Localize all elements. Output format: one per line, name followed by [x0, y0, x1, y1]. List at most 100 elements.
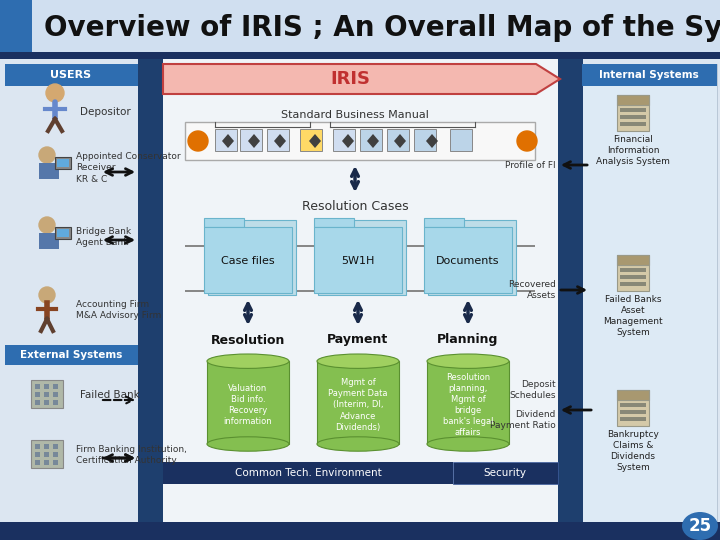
Bar [453, 462, 558, 484]
Bar [31, 380, 63, 408]
Bar [185, 122, 535, 160]
Text: Security: Security [484, 468, 526, 478]
Bar [57, 229, 69, 237]
Bar [617, 95, 649, 105]
Text: Financial
Information
Analysis System: Financial Information Analysis System [596, 135, 670, 166]
Bar [0, 0, 720, 52]
Bar [44, 384, 49, 389]
Bar [314, 218, 354, 227]
Text: Firm Banking Institution,
Certification Authority: Firm Banking Institution, Certification … [76, 444, 187, 465]
Polygon shape [309, 134, 321, 148]
Text: Mgmt of
Payment Data
(Interim, DI,
Advance
Dividends): Mgmt of Payment Data (Interim, DI, Advan… [328, 379, 388, 431]
Polygon shape [342, 134, 354, 148]
Bar [450, 129, 472, 151]
Text: Resolution
planning,
Mgmt of
bridge
bank's legal
affairs: Resolution planning, Mgmt of bridge bank… [443, 373, 493, 437]
Bar [208, 220, 296, 295]
Bar [620, 108, 646, 112]
Text: Documents: Documents [436, 256, 500, 267]
Text: Dividend
Payment Ratio: Dividend Payment Ratio [490, 410, 556, 430]
Polygon shape [426, 134, 438, 148]
Bar [53, 460, 58, 465]
Bar [317, 361, 399, 444]
Text: Overview of IRIS ; An Overall Map of the System: Overview of IRIS ; An Overall Map of the… [44, 14, 720, 42]
Bar [53, 384, 58, 389]
Bar [427, 361, 509, 444]
Bar [44, 452, 49, 457]
Bar [300, 129, 322, 151]
Bar [44, 392, 49, 397]
Bar [617, 390, 649, 426]
Bar [53, 452, 58, 457]
Circle shape [39, 147, 55, 163]
Bar [53, 392, 58, 397]
Text: External Systems: External Systems [20, 350, 122, 360]
Bar [620, 417, 646, 421]
Text: Failed Banks
Asset
Management
System: Failed Banks Asset Management System [603, 295, 663, 338]
Polygon shape [580, 0, 720, 52]
Polygon shape [394, 134, 406, 148]
Bar [414, 129, 436, 151]
Polygon shape [222, 134, 234, 148]
Bar [582, 64, 717, 86]
Bar [44, 400, 49, 405]
Text: Deposit
Schedules: Deposit Schedules [510, 380, 556, 400]
Text: Bridge Bank
Agent Bank: Bridge Bank Agent Bank [76, 227, 131, 247]
Bar [0, 52, 720, 59]
Ellipse shape [317, 354, 399, 368]
Ellipse shape [682, 512, 718, 540]
Bar [240, 129, 262, 151]
Bar [207, 361, 289, 444]
Text: Internal Systems: Internal Systems [599, 70, 699, 80]
Text: Profile of FI: Profile of FI [505, 160, 556, 170]
Text: Recovered
Assets: Recovered Assets [508, 280, 556, 300]
Bar [424, 227, 512, 293]
Bar [620, 268, 646, 272]
Bar [0, 59, 720, 540]
Bar [35, 384, 40, 389]
Bar [617, 390, 649, 400]
Text: Appointed Conservator
Receiver
KR & C: Appointed Conservator Receiver KR & C [76, 152, 181, 184]
Bar [55, 227, 71, 239]
Bar [215, 129, 237, 151]
Bar [35, 460, 40, 465]
Circle shape [46, 84, 64, 102]
Bar [333, 129, 355, 151]
Bar [360, 129, 382, 151]
Text: IRIS: IRIS [330, 70, 370, 88]
Text: 5W1H: 5W1H [341, 256, 374, 267]
Bar [428, 220, 516, 295]
Bar [558, 59, 583, 532]
Bar [53, 400, 58, 405]
Bar [620, 122, 646, 126]
Text: Valuation
Bid info.
Recovery
information: Valuation Bid info. Recovery information [224, 384, 272, 426]
Circle shape [39, 287, 55, 303]
Bar [35, 452, 40, 457]
Bar [163, 59, 558, 532]
Text: Case files: Case files [221, 256, 275, 267]
Text: Planning: Planning [437, 334, 499, 347]
Bar [387, 129, 409, 151]
Bar [0, 522, 720, 540]
Bar [0, 0, 32, 52]
Text: Resolution: Resolution [211, 334, 285, 347]
Bar [163, 462, 453, 484]
Bar [185, 290, 535, 292]
Bar [5, 64, 138, 86]
Ellipse shape [427, 354, 509, 368]
Bar [39, 233, 59, 249]
Bar [44, 444, 49, 449]
Bar [39, 163, 59, 179]
Bar [35, 392, 40, 397]
Bar [617, 255, 649, 291]
Bar [204, 227, 292, 293]
Ellipse shape [427, 437, 509, 451]
Bar [185, 245, 535, 247]
Text: Common Tech. Environment: Common Tech. Environment [235, 468, 382, 478]
Text: USERS: USERS [50, 70, 91, 80]
Bar [318, 220, 406, 295]
Polygon shape [367, 134, 379, 148]
Ellipse shape [207, 437, 289, 451]
Text: 25: 25 [688, 517, 711, 535]
Bar [620, 115, 646, 119]
Bar [55, 157, 71, 169]
